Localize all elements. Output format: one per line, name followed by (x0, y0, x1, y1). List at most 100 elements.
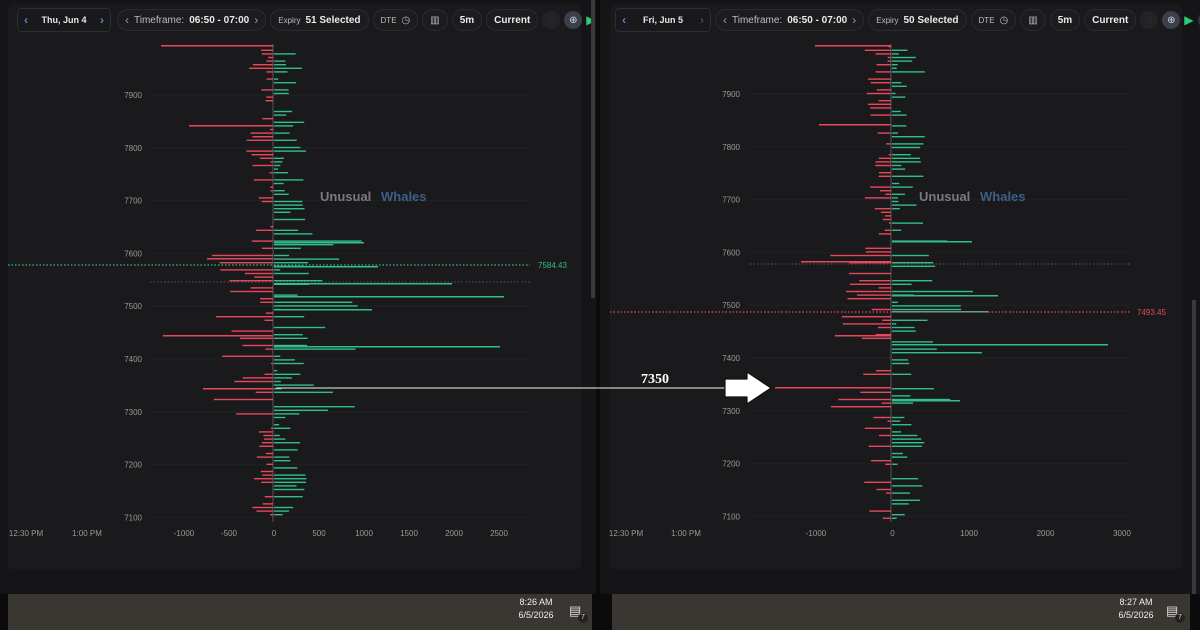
negative-bar (261, 247, 273, 249)
right-taskbar: 8:27 AM 6/5/2026 ▤ 7 (612, 594, 1190, 630)
negative-bar (868, 103, 891, 105)
positive-bar (274, 182, 284, 185)
right-zoom-icon[interactable]: ⊕ (1162, 11, 1181, 29)
positive-bar (892, 132, 898, 134)
negative-bar (261, 53, 273, 55)
positive-bar (274, 164, 281, 167)
x-tick-label: 0 (272, 529, 277, 538)
negative-bar (885, 492, 891, 494)
positive-bar (892, 204, 917, 206)
right-dte-button[interactable]: DTE ◷ (970, 9, 1017, 31)
positive-bar (892, 301, 898, 303)
expiry-label: Expiry (876, 15, 899, 25)
positive-bar (274, 218, 306, 221)
time-label: 1:00 PM (72, 529, 102, 538)
negative-bar (865, 247, 891, 249)
negative-bar (849, 262, 891, 264)
right-clock[interactable]: 8:27 AM 6/5/2026 (1110, 596, 1162, 622)
expiry-label: Expiry (278, 15, 301, 25)
negative-bar (830, 406, 891, 408)
negative-bar (877, 326, 891, 329)
positive-bar (274, 373, 301, 375)
negative-bar (203, 388, 273, 390)
negative-bar (849, 272, 891, 275)
negative-bar (246, 150, 273, 152)
left-current-button[interactable]: Current (486, 9, 539, 31)
notification-icon[interactable]: ▤ 7 (569, 603, 588, 623)
negative-bar (251, 154, 273, 156)
positive-bar (274, 449, 298, 451)
left-zoom-icon[interactable]: ⊕ (564, 11, 583, 29)
notification-count: 7 (578, 613, 588, 623)
negative-bar (882, 218, 891, 221)
right-chart-type-button[interactable]: ▥ (1020, 9, 1046, 31)
positive-bar (274, 434, 280, 437)
next-day-icon[interactable]: › (100, 13, 104, 27)
right-scrollbar[interactable] (1192, 300, 1196, 594)
positive-bar (892, 85, 907, 87)
prev-day-icon[interactable]: ‹ (24, 13, 28, 27)
positive-bar (892, 92, 896, 95)
negative-bar (887, 56, 891, 59)
negative-bar (254, 276, 273, 278)
left-play-icon[interactable]: ▶ (586, 13, 595, 27)
positive-bar (892, 319, 928, 321)
right-date-picker[interactable]: ‹ Fri, Jun 5 › (615, 8, 711, 32)
positive-bar (274, 337, 308, 339)
left-date-picker[interactable]: ‹ Thu, Jun 4 › (17, 8, 111, 32)
positive-bar (892, 348, 937, 350)
positive-bar (892, 197, 898, 199)
negative-bar (875, 161, 891, 163)
negative-bar (264, 319, 273, 321)
negative-bar (801, 261, 891, 263)
negative-bar (877, 132, 891, 134)
next-day-icon: › (699, 13, 704, 27)
right-current-button[interactable]: Current (1084, 9, 1137, 31)
right-play-icon[interactable]: ▶ (1184, 13, 1194, 27)
left-expiry-selector[interactable]: Expiry 51 Selected (270, 9, 369, 31)
x-tick-label: 2500 (490, 529, 508, 538)
positive-bar (892, 71, 925, 73)
left-interval-button[interactable]: 5m (451, 9, 483, 31)
positive-bar (274, 427, 291, 429)
x-tick-label: 2000 (445, 529, 463, 538)
left-chart-type-button[interactable]: ▥ (422, 9, 448, 31)
current-label: Current (1092, 14, 1129, 26)
positive-bar (274, 242, 364, 244)
left-clock[interactable]: 8:26 AM 6/5/2026 (510, 596, 562, 622)
interval-value: 5m (1057, 14, 1073, 26)
right-timeframe-selector[interactable]: ‹ Timeframe: 06:50 - 07:00 › (715, 9, 865, 31)
positive-bar (274, 172, 288, 174)
right-filter-icon[interactable]: ☰ (1197, 11, 1200, 29)
left-toolbar: ‹ Timeframe: 06:50 - 07:00 › Expiry 51 S… (117, 9, 596, 31)
negative-bar (213, 398, 273, 401)
chevron-right-icon[interactable]: › (852, 13, 857, 27)
positive-bar (274, 301, 353, 303)
positive-bar (892, 168, 906, 170)
expiry-value: 50 Selected (903, 14, 959, 26)
negative-bar (259, 431, 273, 433)
positive-bar (274, 355, 281, 357)
positive-bar (274, 481, 307, 483)
prev-day-icon[interactable]: ‹ (622, 13, 626, 27)
negative-bar (882, 319, 891, 321)
negative-bar (259, 445, 273, 447)
positive-bar (274, 208, 305, 210)
current-label: Current (494, 14, 531, 26)
left-scrollbar[interactable] (591, 0, 595, 298)
negative-bar (879, 190, 891, 192)
left-timeframe-selector[interactable]: ‹ Timeframe: 06:50 - 07:00 › (117, 9, 267, 31)
positive-bar (892, 308, 962, 311)
chevron-left-icon[interactable]: ‹ (125, 13, 129, 27)
notification-icon[interactable]: ▤ 7 (1166, 603, 1185, 623)
right-interval-button[interactable]: 5m (1049, 9, 1081, 31)
chevron-right-icon[interactable]: › (254, 13, 259, 27)
chevron-left-icon[interactable]: ‹ (723, 13, 727, 27)
positive-bar (892, 330, 916, 332)
positive-bar (892, 442, 925, 444)
negative-bar (875, 164, 891, 167)
right-expiry-selector[interactable]: Expiry 50 Selected (868, 9, 967, 31)
positive-bar (892, 420, 901, 422)
price-tick-label: 7500 (124, 302, 142, 311)
left-dte-button[interactable]: DTE ◷ (372, 9, 419, 31)
